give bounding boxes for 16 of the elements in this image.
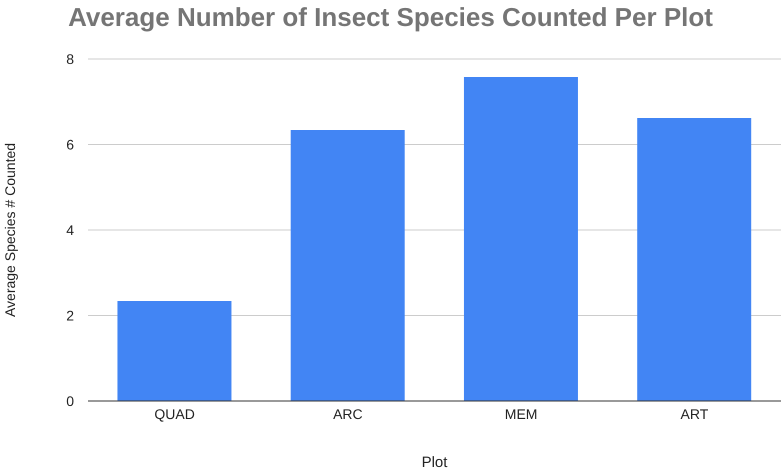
- y-tick-label: 6: [66, 136, 74, 152]
- chart-title: Average Number of Insect Species Counted Per Plot: [67, 2, 714, 33]
- y-tick-label: 4: [66, 222, 74, 238]
- y-tick-label: 8: [66, 50, 74, 67]
- y-tick-label: 2: [66, 307, 74, 324]
- bar: [290, 130, 405, 401]
- x-tick-label: QUAD: [154, 406, 195, 422]
- x-axis-title: Plot: [422, 454, 448, 469]
- x-tick-label: ART: [680, 406, 709, 422]
- bar: [117, 300, 232, 401]
- bar: [637, 118, 752, 401]
- x-tick-label: ARC: [333, 406, 363, 422]
- y-tick-label: 0: [66, 392, 74, 409]
- bar: [464, 76, 578, 401]
- y-axis-title: Average Species # Counted: [2, 142, 18, 318]
- x-tick-label: MEM: [504, 406, 538, 422]
